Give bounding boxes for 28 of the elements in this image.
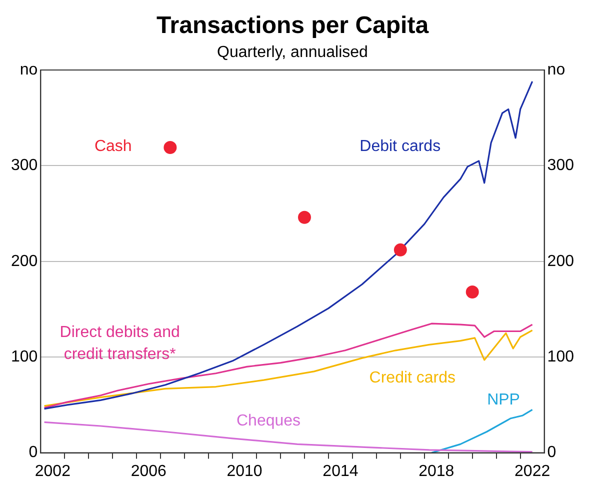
y-tick-label: 100 — [10, 348, 38, 366]
series-label: Credit cards — [369, 370, 456, 387]
x-tick-label: 2014 — [322, 462, 358, 480]
point — [298, 210, 311, 224]
chart-subtitle: Quarterly, annualised — [217, 44, 368, 61]
point — [466, 286, 479, 299]
series-label: Debit cards — [360, 138, 441, 155]
chart-title: Transactions per Capita — [156, 12, 430, 40]
x-tick-label: 2022 — [514, 462, 550, 480]
y-tick-label: 300 — [10, 157, 38, 174]
x-tick-label: 2006 — [130, 462, 167, 480]
y-tick-label: 200 — [10, 252, 38, 270]
text: Cash — [94, 138, 132, 155]
y2-tick-label: 100 — [547, 348, 574, 366]
y-tick-label: no — [20, 61, 38, 78]
y2-tick-label: no — [547, 61, 566, 78]
series-label: Cheques — [236, 412, 301, 430]
y2-tick-label: 0 — [547, 444, 556, 462]
x-tick-label: 2010 — [226, 462, 262, 480]
y-tick-label: 0 — [28, 444, 38, 462]
x-tick-label: 2002 — [34, 462, 71, 480]
point — [394, 243, 407, 256]
point — [164, 141, 177, 154]
series-label: NPP — [487, 392, 520, 409]
series-label: Direct debits and credit transfers* — [60, 324, 180, 364]
y2-tick-label: 200 — [547, 252, 574, 270]
y2-tick-label: 300 — [547, 157, 574, 174]
x-tick-label: 2018 — [418, 462, 454, 480]
